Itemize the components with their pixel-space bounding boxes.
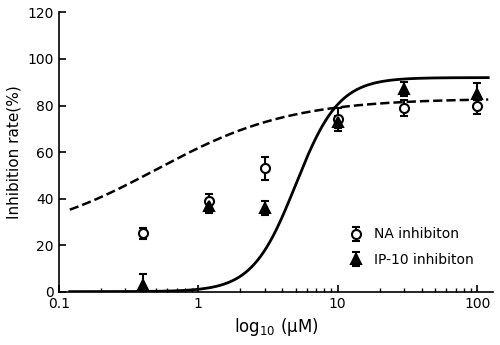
X-axis label: log$_{10}$ (μM): log$_{10}$ (μM) [234, 316, 318, 338]
Y-axis label: Inhibition rate(%): Inhibition rate(%) [7, 85, 22, 219]
Legend: NA inhibiton, IP-10 inhibiton: NA inhibiton, IP-10 inhibiton [342, 223, 477, 271]
